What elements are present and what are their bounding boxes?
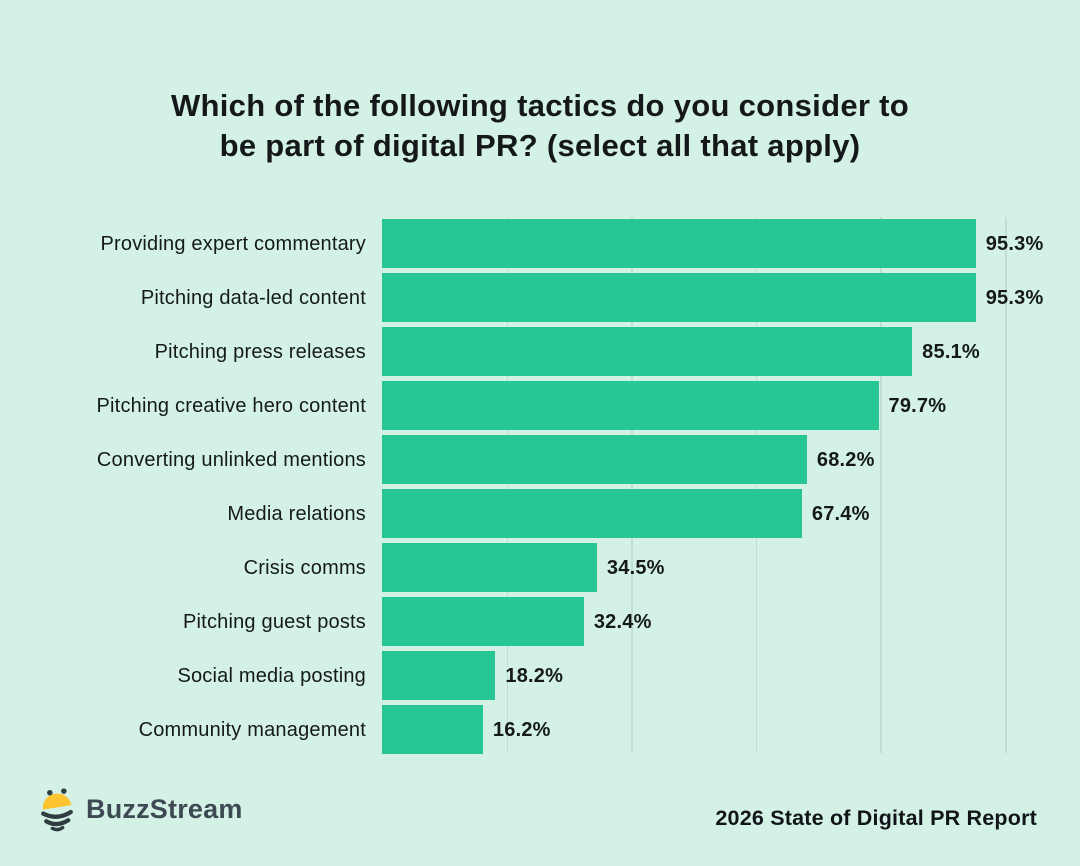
brand-logo: BuzzStream [39, 786, 243, 832]
category-label: Pitching data-led content [140, 287, 366, 309]
category-label: Media relations [227, 503, 366, 525]
bar [382, 327, 913, 376]
category-label: Pitching creative hero content [96, 395, 366, 417]
bar [382, 273, 976, 322]
gridline-80 [880, 217, 882, 753]
bar-row: Pitching guest posts 32.4% [0, 595, 1080, 649]
bar-row: Pitching press releases 85.1% [0, 325, 1080, 379]
category-label: Providing expert commentary [100, 233, 366, 255]
value-label: 67.4% [811, 503, 870, 525]
bee-icon [41, 787, 73, 831]
value-label: 79.7% [888, 395, 947, 417]
category-label: Pitching press releases [154, 341, 366, 363]
bar-row: Pitching data-led content 95.3% [0, 271, 1080, 325]
bar [382, 489, 802, 538]
gridline-60 [755, 217, 758, 753]
value-label: 34.5% [606, 557, 665, 579]
bar-row: Media relations 67.4% [0, 487, 1080, 541]
bar [382, 597, 584, 646]
value-label: 95.3% [985, 287, 1044, 309]
category-label: Crisis comms [243, 557, 366, 579]
bar [382, 705, 483, 754]
category-label: Pitching guest posts [183, 611, 366, 633]
gridline-20 [506, 217, 509, 753]
value-label: 16.2% [492, 719, 551, 741]
bar [382, 219, 976, 268]
bar [382, 651, 496, 700]
bar-row: Community management 16.2% [0, 703, 1080, 757]
bar-row: Converting unlinked mentions 68.2% [0, 433, 1080, 487]
chart-title-line-2: be part of digital PR? (select all that … [219, 128, 861, 163]
bar [382, 435, 807, 484]
value-label: 95.3% [985, 233, 1044, 255]
bar-row: Social media posting 18.2% [0, 649, 1080, 703]
category-label: Social media posting [177, 665, 366, 687]
gridline-40 [631, 217, 633, 753]
value-label: 18.2% [505, 665, 564, 687]
value-label: 85.1% [922, 341, 980, 363]
chart-title-line-1: Which of the following tactics do you co… [170, 88, 910, 123]
chart-title: Which of the following tactics do you co… [0, 86, 1080, 166]
report-label: 2026 State of Digital PR Report [715, 806, 1037, 830]
bar [382, 381, 879, 430]
value-label: 68.2% [816, 449, 875, 471]
category-label: Converting unlinked mentions [96, 449, 366, 471]
value-label: 32.4% [593, 611, 652, 633]
bar-row: Pitching creative hero content 79.7% [0, 379, 1080, 433]
category-label: Community management [138, 719, 366, 741]
brand-name: BuzzStream [86, 793, 243, 824]
bar-chart: Providing expert commentary 95.3% Pitching… [0, 217, 1080, 758]
gridline-100 [1005, 217, 1007, 753]
bar-row: Providing expert commentary 95.3% [0, 217, 1080, 271]
bar-row: Crisis comms 34.5% [0, 541, 1080, 595]
bar [382, 543, 597, 592]
